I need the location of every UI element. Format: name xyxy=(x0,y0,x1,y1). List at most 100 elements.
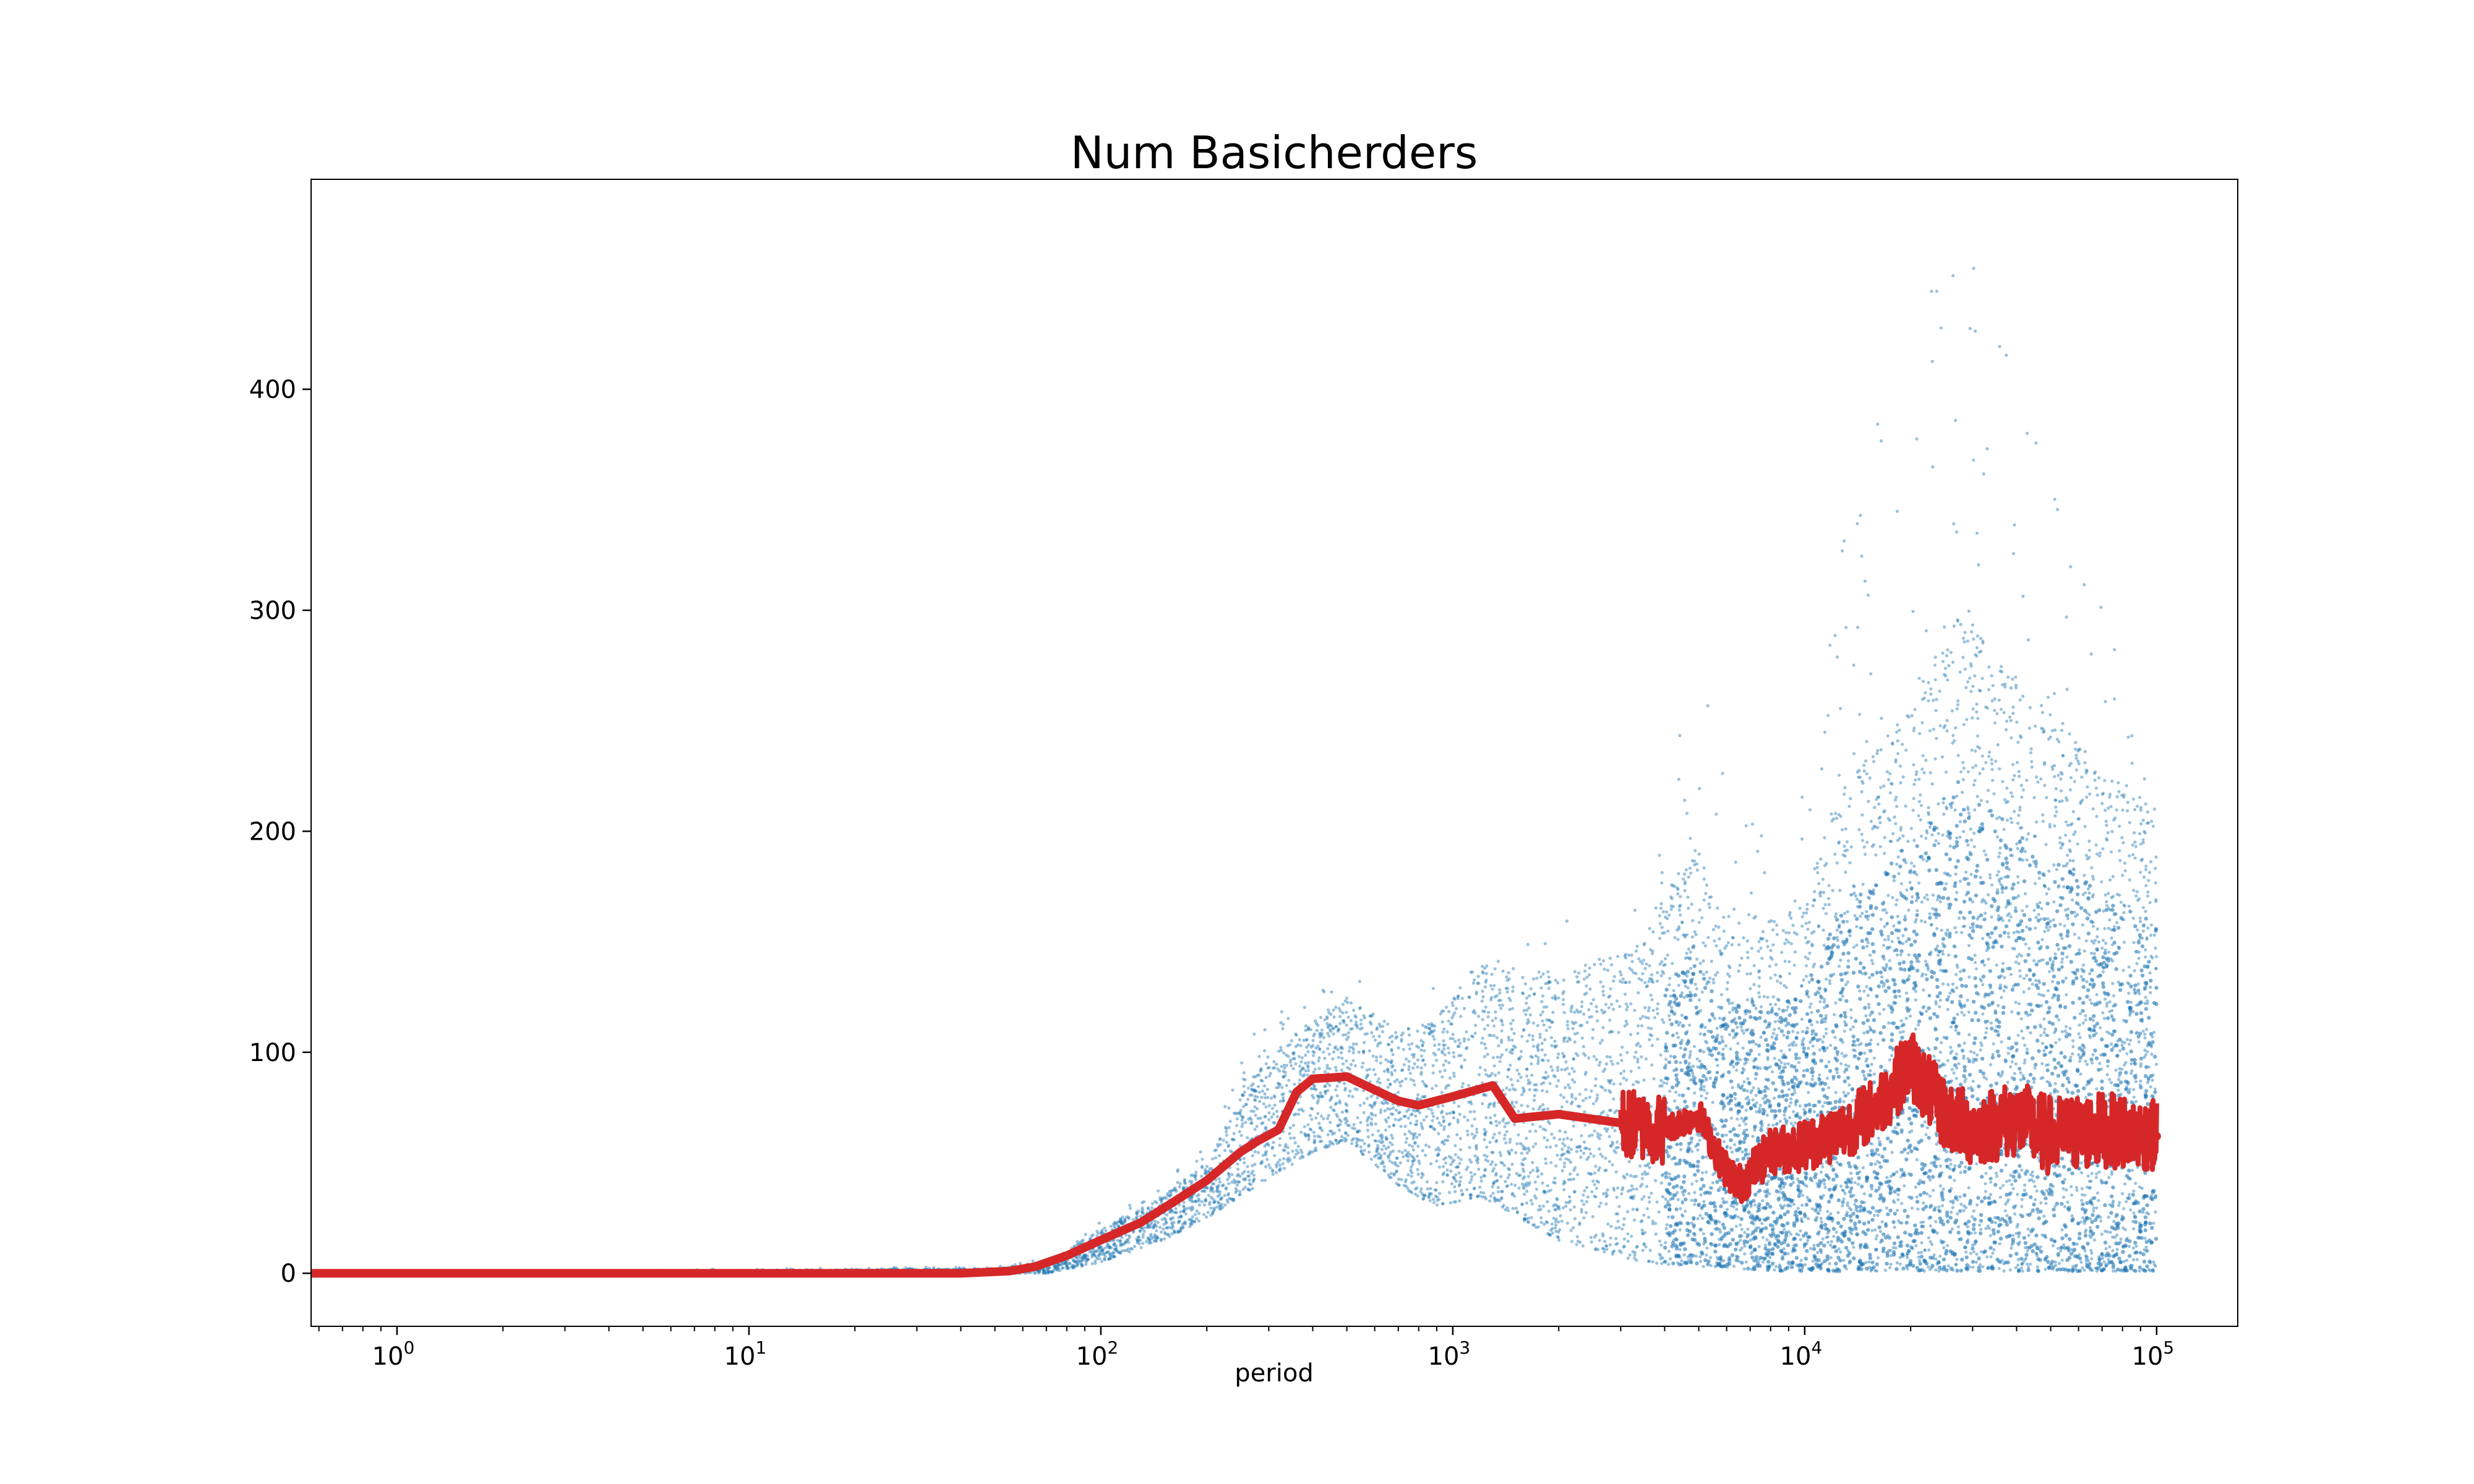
run-point xyxy=(1690,902,1693,906)
run-point xyxy=(1581,1244,1585,1248)
run-point xyxy=(1299,1107,1303,1111)
run-point xyxy=(1405,1154,1408,1158)
run-point xyxy=(1224,1187,1228,1191)
run-point xyxy=(1539,986,1543,990)
run-point xyxy=(1536,1055,1540,1059)
run-point xyxy=(1509,999,1512,1002)
run-point xyxy=(1969,838,1973,842)
run-point xyxy=(1496,1185,1500,1189)
run-point xyxy=(1075,1260,1079,1264)
run-point xyxy=(1934,709,1938,712)
run-point xyxy=(1590,1133,1594,1137)
run-point xyxy=(1773,1096,1776,1100)
run-point xyxy=(1693,983,1697,986)
run-point xyxy=(1680,1038,1684,1043)
run-point xyxy=(1484,1073,1488,1077)
run-point xyxy=(1640,1177,1644,1180)
run-point xyxy=(1273,1066,1277,1070)
run-point xyxy=(2105,824,2108,827)
run-point xyxy=(1344,1121,1348,1125)
run-point xyxy=(1876,1213,1880,1217)
run-point xyxy=(1379,1061,1382,1065)
run-point xyxy=(1544,982,1547,986)
run-point xyxy=(1775,923,1779,927)
run-point xyxy=(2006,675,2010,679)
run-point xyxy=(1890,840,1893,843)
run-point xyxy=(924,1266,928,1269)
run-point xyxy=(1500,1029,1504,1033)
run-point xyxy=(1797,1060,1800,1064)
run-point xyxy=(2006,818,2010,822)
run-point xyxy=(1534,1142,1538,1146)
run-point xyxy=(1747,1098,1751,1102)
run-point xyxy=(1713,939,1716,943)
run-point xyxy=(1542,1023,1546,1027)
run-point xyxy=(1843,849,1847,853)
run-point xyxy=(1197,1193,1201,1196)
run-point xyxy=(1296,1101,1300,1105)
run-point xyxy=(2077,936,2081,940)
run-point xyxy=(1760,834,1763,838)
run-point xyxy=(1667,1250,1671,1253)
run-point xyxy=(1666,929,1670,933)
run-point xyxy=(1622,1174,1625,1178)
run-point xyxy=(2015,842,2019,846)
run-point xyxy=(1411,1066,1415,1070)
run-point xyxy=(2068,839,2071,843)
run-point xyxy=(1923,896,1927,900)
run-point xyxy=(1654,906,1658,910)
run-point xyxy=(1862,764,1866,767)
run-point xyxy=(1877,795,1881,799)
run-point xyxy=(2066,824,2070,827)
run-point xyxy=(1423,1049,1426,1052)
run-point xyxy=(1659,1181,1663,1185)
run-point xyxy=(1483,1138,1486,1141)
run-point xyxy=(1616,1062,1620,1065)
run-point xyxy=(1990,757,1993,762)
run-point xyxy=(1806,927,1810,931)
run-point xyxy=(1944,770,1948,774)
run-point xyxy=(1744,1028,1748,1032)
run-point xyxy=(2084,1059,2087,1063)
run-point xyxy=(1591,1102,1595,1106)
run-point xyxy=(2033,1066,2037,1070)
run-point xyxy=(2035,775,2039,779)
run-point xyxy=(1166,1192,1170,1195)
run-point xyxy=(2070,1193,2074,1197)
run-point xyxy=(2122,940,2126,944)
run-point xyxy=(1844,871,1847,874)
run-point xyxy=(1807,940,1810,944)
run-point xyxy=(1500,1041,1504,1044)
run-point xyxy=(1693,930,1697,934)
run-point xyxy=(1569,1178,1573,1182)
run-point xyxy=(2093,939,2097,942)
run-point xyxy=(1338,1021,1342,1025)
run-point xyxy=(2017,814,2021,817)
run-point xyxy=(1655,979,1659,983)
run-point xyxy=(2127,991,2131,995)
run-point xyxy=(1825,1046,1829,1050)
run-point xyxy=(1956,1225,1960,1229)
run-point xyxy=(2089,1179,2093,1183)
run-point xyxy=(1160,1230,1163,1234)
run-point xyxy=(2121,808,2125,812)
run-point xyxy=(1443,1043,1447,1047)
run-point xyxy=(2104,997,2107,1001)
run-point xyxy=(2068,850,2072,853)
run-point xyxy=(1452,1072,1456,1075)
run-point xyxy=(1254,1114,1257,1117)
run-point xyxy=(1676,928,1679,932)
run-point xyxy=(1562,1152,1566,1156)
run-point xyxy=(1940,1041,1943,1044)
run-point xyxy=(1882,1007,1886,1012)
run-point xyxy=(2142,875,2146,879)
run-point xyxy=(1554,1220,1557,1224)
run-point xyxy=(1591,1036,1594,1040)
run-point xyxy=(1735,1208,1739,1211)
run-point xyxy=(1754,1007,1758,1010)
run-point xyxy=(1946,678,1950,682)
run-point xyxy=(1711,1101,1714,1104)
run-point xyxy=(2138,919,2142,924)
run-point xyxy=(1421,1149,1424,1153)
run-point xyxy=(2122,911,2126,915)
